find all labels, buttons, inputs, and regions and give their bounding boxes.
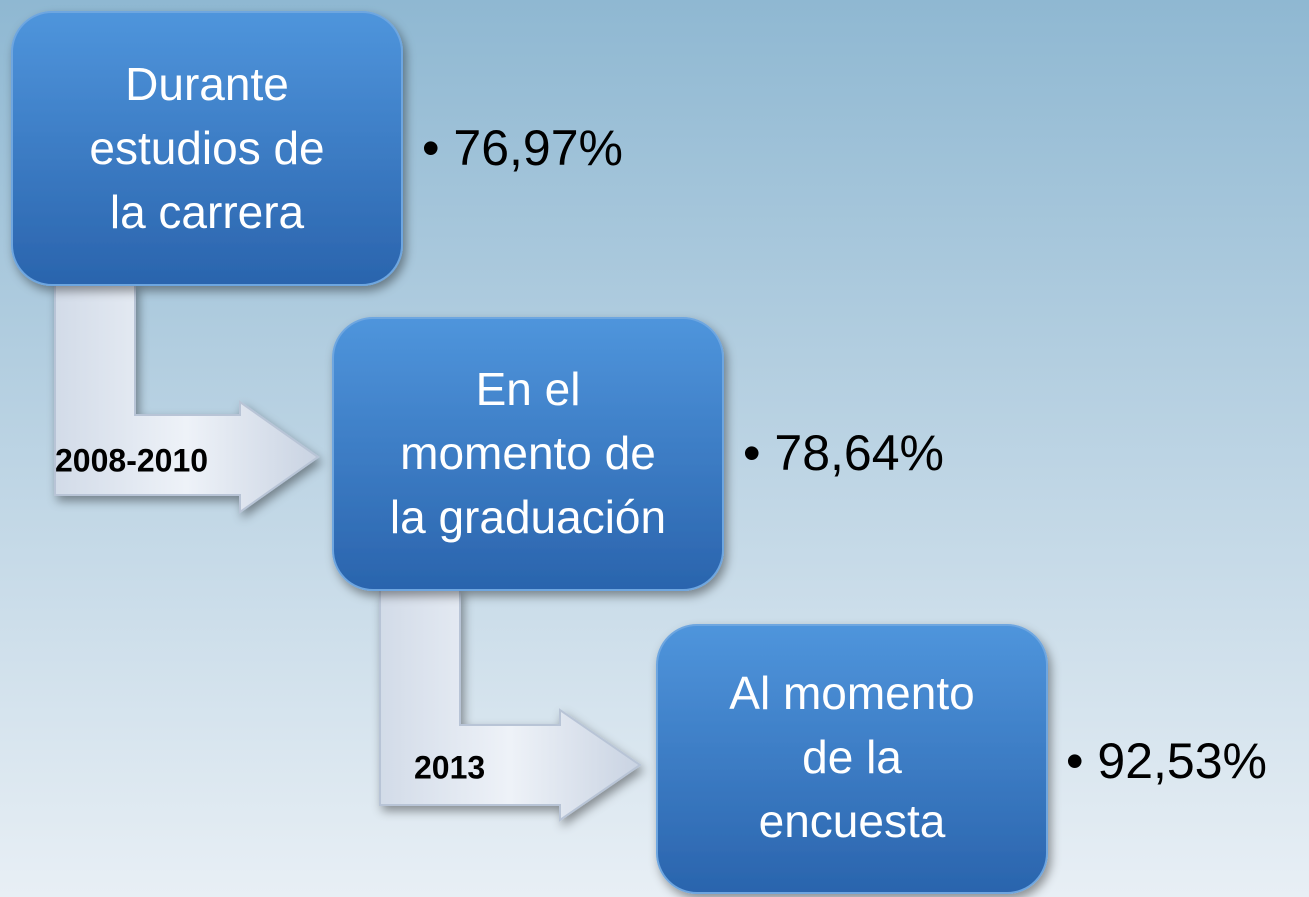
box bbox=[332, 317, 724, 591]
bullet: • 78,64% bbox=[743, 425, 944, 481]
arrow-label: 2008-2010 bbox=[55, 442, 208, 478]
box-text: En el bbox=[476, 363, 581, 415]
box-text: Al momento bbox=[729, 667, 974, 719]
box-text: estudios de bbox=[89, 122, 324, 174]
box bbox=[11, 11, 403, 286]
box-text: Durante bbox=[125, 58, 289, 110]
box-text: momento de bbox=[400, 427, 656, 479]
arrow bbox=[54, 284, 320, 514]
arrow bbox=[379, 589, 642, 822]
box-text: la graduación bbox=[390, 491, 666, 543]
box bbox=[656, 624, 1048, 894]
bullet: • 76,97% bbox=[422, 120, 623, 176]
box-text: la carrera bbox=[110, 186, 305, 238]
box-text: encuesta bbox=[759, 795, 946, 847]
arrow-label: 2013 bbox=[414, 749, 485, 785]
box-text: de la bbox=[802, 731, 902, 783]
bullet: • 92,53% bbox=[1066, 733, 1267, 789]
